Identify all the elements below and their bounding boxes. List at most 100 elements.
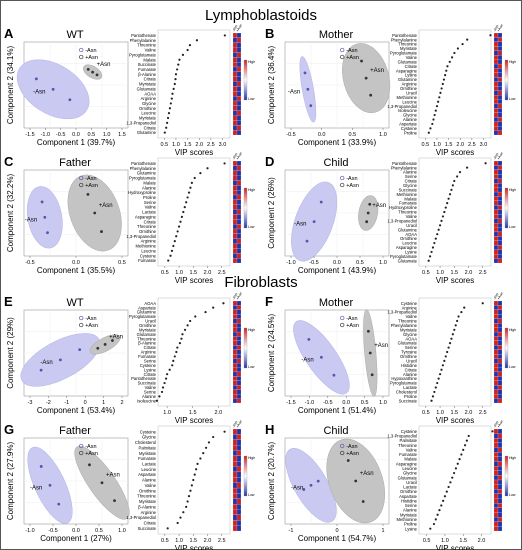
vip-metabolite-label: Valine: [406, 214, 418, 219]
vip-tick-label: 0.5: [423, 538, 431, 544]
heatmap-cell: [232, 32, 238, 38]
heatmap-cell: [236, 71, 242, 77]
x-tick-label: 0.0: [342, 400, 350, 406]
heatmap-cell: [232, 190, 238, 196]
heatmap-cell: [236, 115, 242, 121]
plus-asn-point: [91, 70, 95, 74]
vip-point: [195, 468, 198, 471]
plus-asn-point: [96, 346, 100, 350]
vip-point: [166, 121, 169, 124]
vip-metabolite-label: AOAA: [405, 232, 417, 237]
vip-metabolite-label: Myristate: [400, 512, 418, 517]
vip-point: [456, 175, 459, 178]
x-tick-label: 1.0: [379, 400, 387, 406]
heatmap-cell: [497, 475, 503, 481]
heatmap-cell: [232, 120, 238, 126]
vip-point: [453, 179, 456, 183]
heatmap-cell: [236, 455, 242, 462]
vip-point: [444, 74, 447, 77]
vip-point: [171, 364, 174, 367]
vip-metabolite-label: Malate: [143, 57, 156, 62]
plus-asn-point: [364, 76, 368, 80]
color-scale-high-label: High: [509, 456, 516, 460]
legend-minus-icon: [79, 443, 84, 449]
vip-metabolite-label: Myristate: [139, 116, 157, 121]
heatmap-cell: [493, 209, 499, 215]
vip-metabolite-label: Serine: [405, 503, 418, 508]
heatmap-cell: [232, 248, 238, 254]
vip-metabolite-label: Threonine: [137, 494, 157, 499]
heatmap-cell: [497, 300, 503, 306]
heatmap-cell: [236, 253, 242, 259]
legend-plus-label: +Asn: [346, 323, 359, 329]
vip-point: [453, 51, 456, 55]
heatmap-cell: [497, 187, 503, 193]
x-tick-label: 1.5: [118, 132, 126, 138]
vip-metabolite-label: Fumarate: [399, 201, 418, 206]
group-label-plus: +Asn: [106, 473, 120, 479]
vip-point: [179, 516, 182, 519]
legend-plus-icon: [79, 322, 84, 328]
section-title: Lymphoblastoids: [205, 7, 317, 24]
vip-metabolite-label: Valine: [145, 385, 157, 390]
heatmap-cell: [236, 450, 242, 456]
vip-tick-label: 0.5: [160, 142, 168, 148]
minus-asn-point: [46, 231, 49, 235]
vip-tick-label: 1.5: [450, 270, 458, 276]
heatmap-cell: [232, 160, 238, 166]
heatmap-cell: [497, 371, 503, 377]
x-tick-label: 1.0: [118, 528, 126, 534]
heatmap-cell: [236, 477, 242, 483]
heatmap-cell: [493, 371, 499, 377]
heatmap-cell: [497, 112, 503, 118]
vip-metabolite-label: Malate: [143, 180, 156, 185]
vip-metabolite-label: Threonine: [398, 42, 418, 47]
vip-point: [446, 202, 449, 205]
heatmap-cell: [497, 160, 503, 166]
heatmap-cell: [497, 99, 503, 105]
heatmap-cell: [236, 96, 242, 102]
heatmap-cell: [497, 86, 503, 91]
heatmap-cell: [497, 489, 503, 494]
vip-metabolite-label: β-Alanine: [138, 341, 156, 346]
heatmap-cell: [493, 484, 499, 490]
legend-plus-icon: [340, 450, 345, 456]
vip-point: [451, 184, 454, 187]
vip-point: [435, 105, 439, 108]
heatmap-cell: [497, 63, 503, 69]
vip-point: [447, 197, 450, 200]
vip-point: [167, 112, 171, 115]
vip-metabolite-label: Ornithine: [400, 489, 418, 494]
minus-asn-point: [332, 373, 336, 377]
heatmap-cell: [236, 160, 242, 166]
vip-point: [454, 324, 457, 327]
vip-metabolite-label: Arginine: [402, 82, 418, 87]
vip-metabolite-label: Ornithine: [400, 236, 418, 241]
heatmap-cell: [236, 340, 242, 346]
heatmap-cell: [497, 340, 503, 346]
heatmap-col-label: +Asn: [496, 291, 504, 300]
heatmap-cell: [497, 442, 503, 448]
vip-tick-label: 0.5: [161, 270, 169, 276]
vip-metabolite-label: Pyroglutamate: [390, 381, 418, 386]
color-scale-low-label: Low: [248, 493, 255, 497]
heatmap-cell: [497, 169, 503, 175]
heatmap-col-label: +Asn: [496, 419, 504, 428]
heatmap-cell: [497, 526, 503, 532]
vip-point: [445, 69, 448, 72]
panel-letter: G: [4, 422, 14, 437]
legend-plus-label: +Asn: [346, 55, 359, 61]
vip-metabolite-label: Arginine: [141, 239, 157, 244]
plus-asn-point: [370, 373, 374, 377]
vip-metabolite-label: Alanine: [142, 394, 157, 399]
heatmap-cell: [493, 59, 499, 65]
heatmap-cell: [497, 126, 503, 131]
heatmap-cell: [497, 470, 503, 476]
heatmap-cell: [236, 367, 242, 373]
x-tick-label: 0.0: [72, 132, 80, 138]
heatmap-cell: [236, 331, 242, 337]
heatmap-cell: [497, 385, 503, 390]
vip-metabolite-label: Myristate: [139, 499, 157, 504]
vip-metabolite-label: Citrate: [405, 179, 418, 184]
legend-minus-label: -Asn: [346, 444, 357, 450]
